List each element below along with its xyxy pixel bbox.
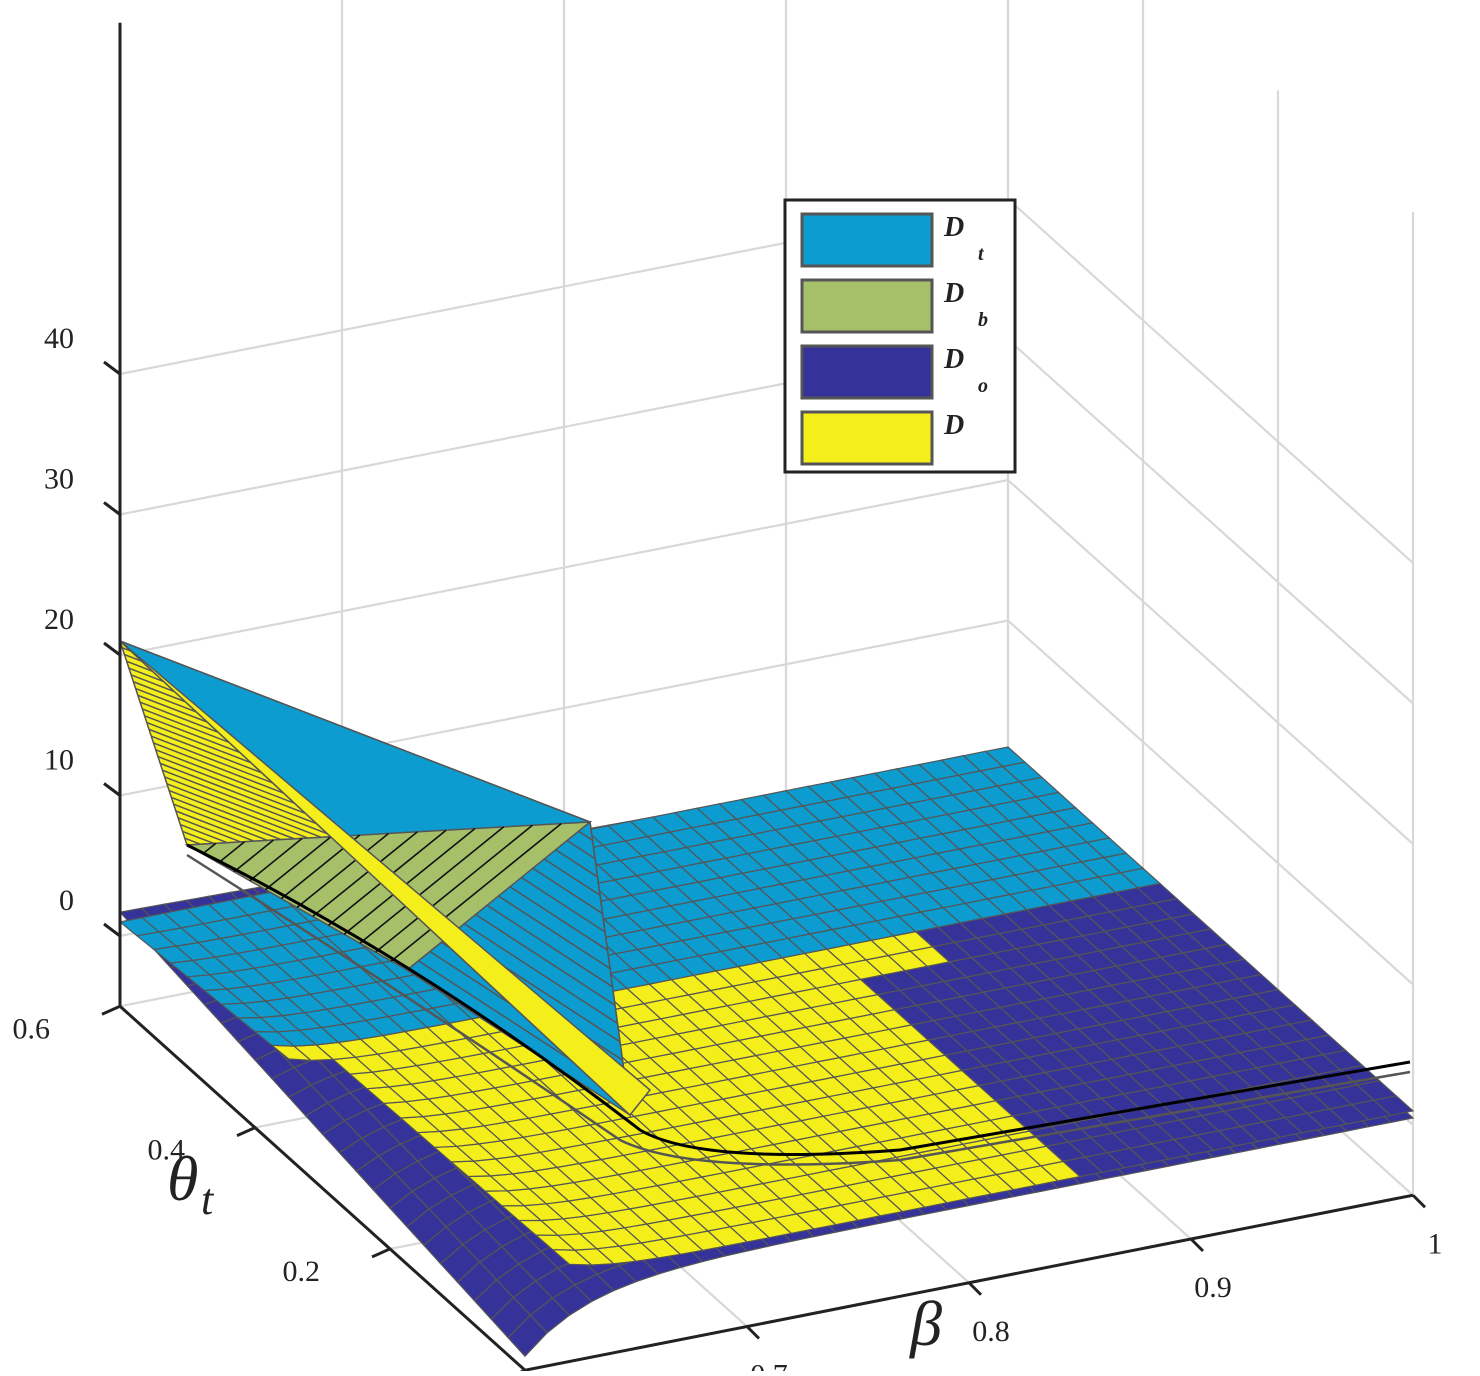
- surface-peak-d: [119, 640, 652, 1117]
- mesh-line: [217, 841, 246, 864]
- legend-label-subscript: o: [978, 375, 988, 397]
- y-axis-title: θ t: [167, 1143, 215, 1224]
- mesh-line: [566, 839, 596, 860]
- z-tick: [103, 641, 121, 657]
- mesh-line: [296, 832, 390, 909]
- mesh-line: [168, 789, 295, 840]
- x-tick-label: 0.9: [1194, 1271, 1232, 1304]
- y-tick-label: 0.4: [148, 1134, 186, 1167]
- surface-cell: [984, 746, 1027, 768]
- legend-swatch: [800, 278, 934, 334]
- x-tick-label: 0.8: [972, 1315, 1010, 1348]
- mesh-line: [184, 837, 201, 845]
- legend-label: D: [943, 410, 964, 441]
- z-tick-label: 40: [44, 322, 74, 355]
- mesh-line: [177, 817, 242, 843]
- z-tick-label: 10: [44, 744, 74, 777]
- y-tick: [101, 1004, 121, 1016]
- grid-line: [119, 338, 1414, 705]
- mesh-line: [390, 823, 562, 962]
- mesh-line: [532, 867, 603, 915]
- mesh-line: [555, 849, 598, 878]
- grid-line: [119, 619, 1414, 986]
- svg-text:θ: θ: [167, 1143, 198, 1214]
- grid-line: [119, 197, 1414, 564]
- z-tick: [103, 922, 121, 938]
- mesh-line: [166, 783, 309, 839]
- mesh-line: [171, 796, 282, 841]
- x-tick: [967, 1281, 983, 1296]
- z-tick: [103, 360, 121, 376]
- surfaces: [118, 639, 1415, 1358]
- mesh-line: [375, 824, 533, 953]
- mesh-line: [173, 803, 268, 842]
- z-tick-label: 20: [44, 603, 74, 636]
- z-tick: [103, 501, 121, 516]
- z-tick-label: 30: [44, 463, 74, 496]
- grid-line: [119, 478, 1414, 845]
- mesh-line: [509, 886, 608, 951]
- x-tick: [745, 1325, 761, 1340]
- x-tick-label: 0.7: [750, 1359, 788, 1372]
- x-tick-label: 1: [1428, 1227, 1443, 1260]
- x-tick: [1189, 1237, 1205, 1253]
- mesh-line: [498, 895, 611, 970]
- mesh-line: [182, 830, 215, 845]
- mesh-line: [359, 826, 505, 944]
- mesh-line: [463, 923, 618, 1025]
- mesh-line: [578, 830, 593, 841]
- legend-swatch: [800, 212, 934, 268]
- surface-boundary-line: [186, 853, 1411, 1166]
- legend-label-subscript: t: [978, 243, 985, 265]
- mesh-line: [486, 904, 613, 988]
- surface-boundary-line: [186, 843, 1411, 1156]
- mesh-line: [164, 776, 322, 839]
- legend-label: D: [943, 212, 964, 243]
- mesh-line: [175, 810, 255, 842]
- legend-swatch: [800, 410, 934, 466]
- mesh-line: [162, 769, 336, 838]
- mesh-line: [520, 876, 606, 933]
- axes: [101, 22, 1427, 1376]
- legend-label: D: [943, 344, 964, 375]
- mesh-line: [312, 831, 418, 918]
- z-tick: [103, 782, 121, 797]
- x-axis-title: β: [908, 1288, 942, 1359]
- mesh-line: [249, 837, 303, 882]
- legend-label-subscript: b: [978, 309, 988, 331]
- x-tick: [1411, 1194, 1427, 1209]
- z-tick-label: 0: [59, 884, 74, 917]
- mesh-line: [475, 913, 616, 1006]
- y-tick-label: 0.2: [283, 1255, 321, 1288]
- y-tick: [371, 1247, 391, 1259]
- svg-text:t: t: [201, 1175, 215, 1224]
- y-tick: [236, 1126, 256, 1137]
- mesh-line: [202, 842, 217, 855]
- y-tick-label: 0.6: [13, 1012, 51, 1045]
- legend-swatch: [800, 344, 934, 400]
- mesh-line: [180, 823, 228, 844]
- y-axis-line: [118, 1005, 527, 1372]
- mesh-line: [233, 839, 274, 873]
- mesh-line: [265, 836, 332, 891]
- mesh-line: [543, 858, 601, 896]
- mesh-line: [343, 827, 476, 935]
- svg-text:β: β: [908, 1288, 942, 1359]
- legend-label: D: [943, 278, 964, 309]
